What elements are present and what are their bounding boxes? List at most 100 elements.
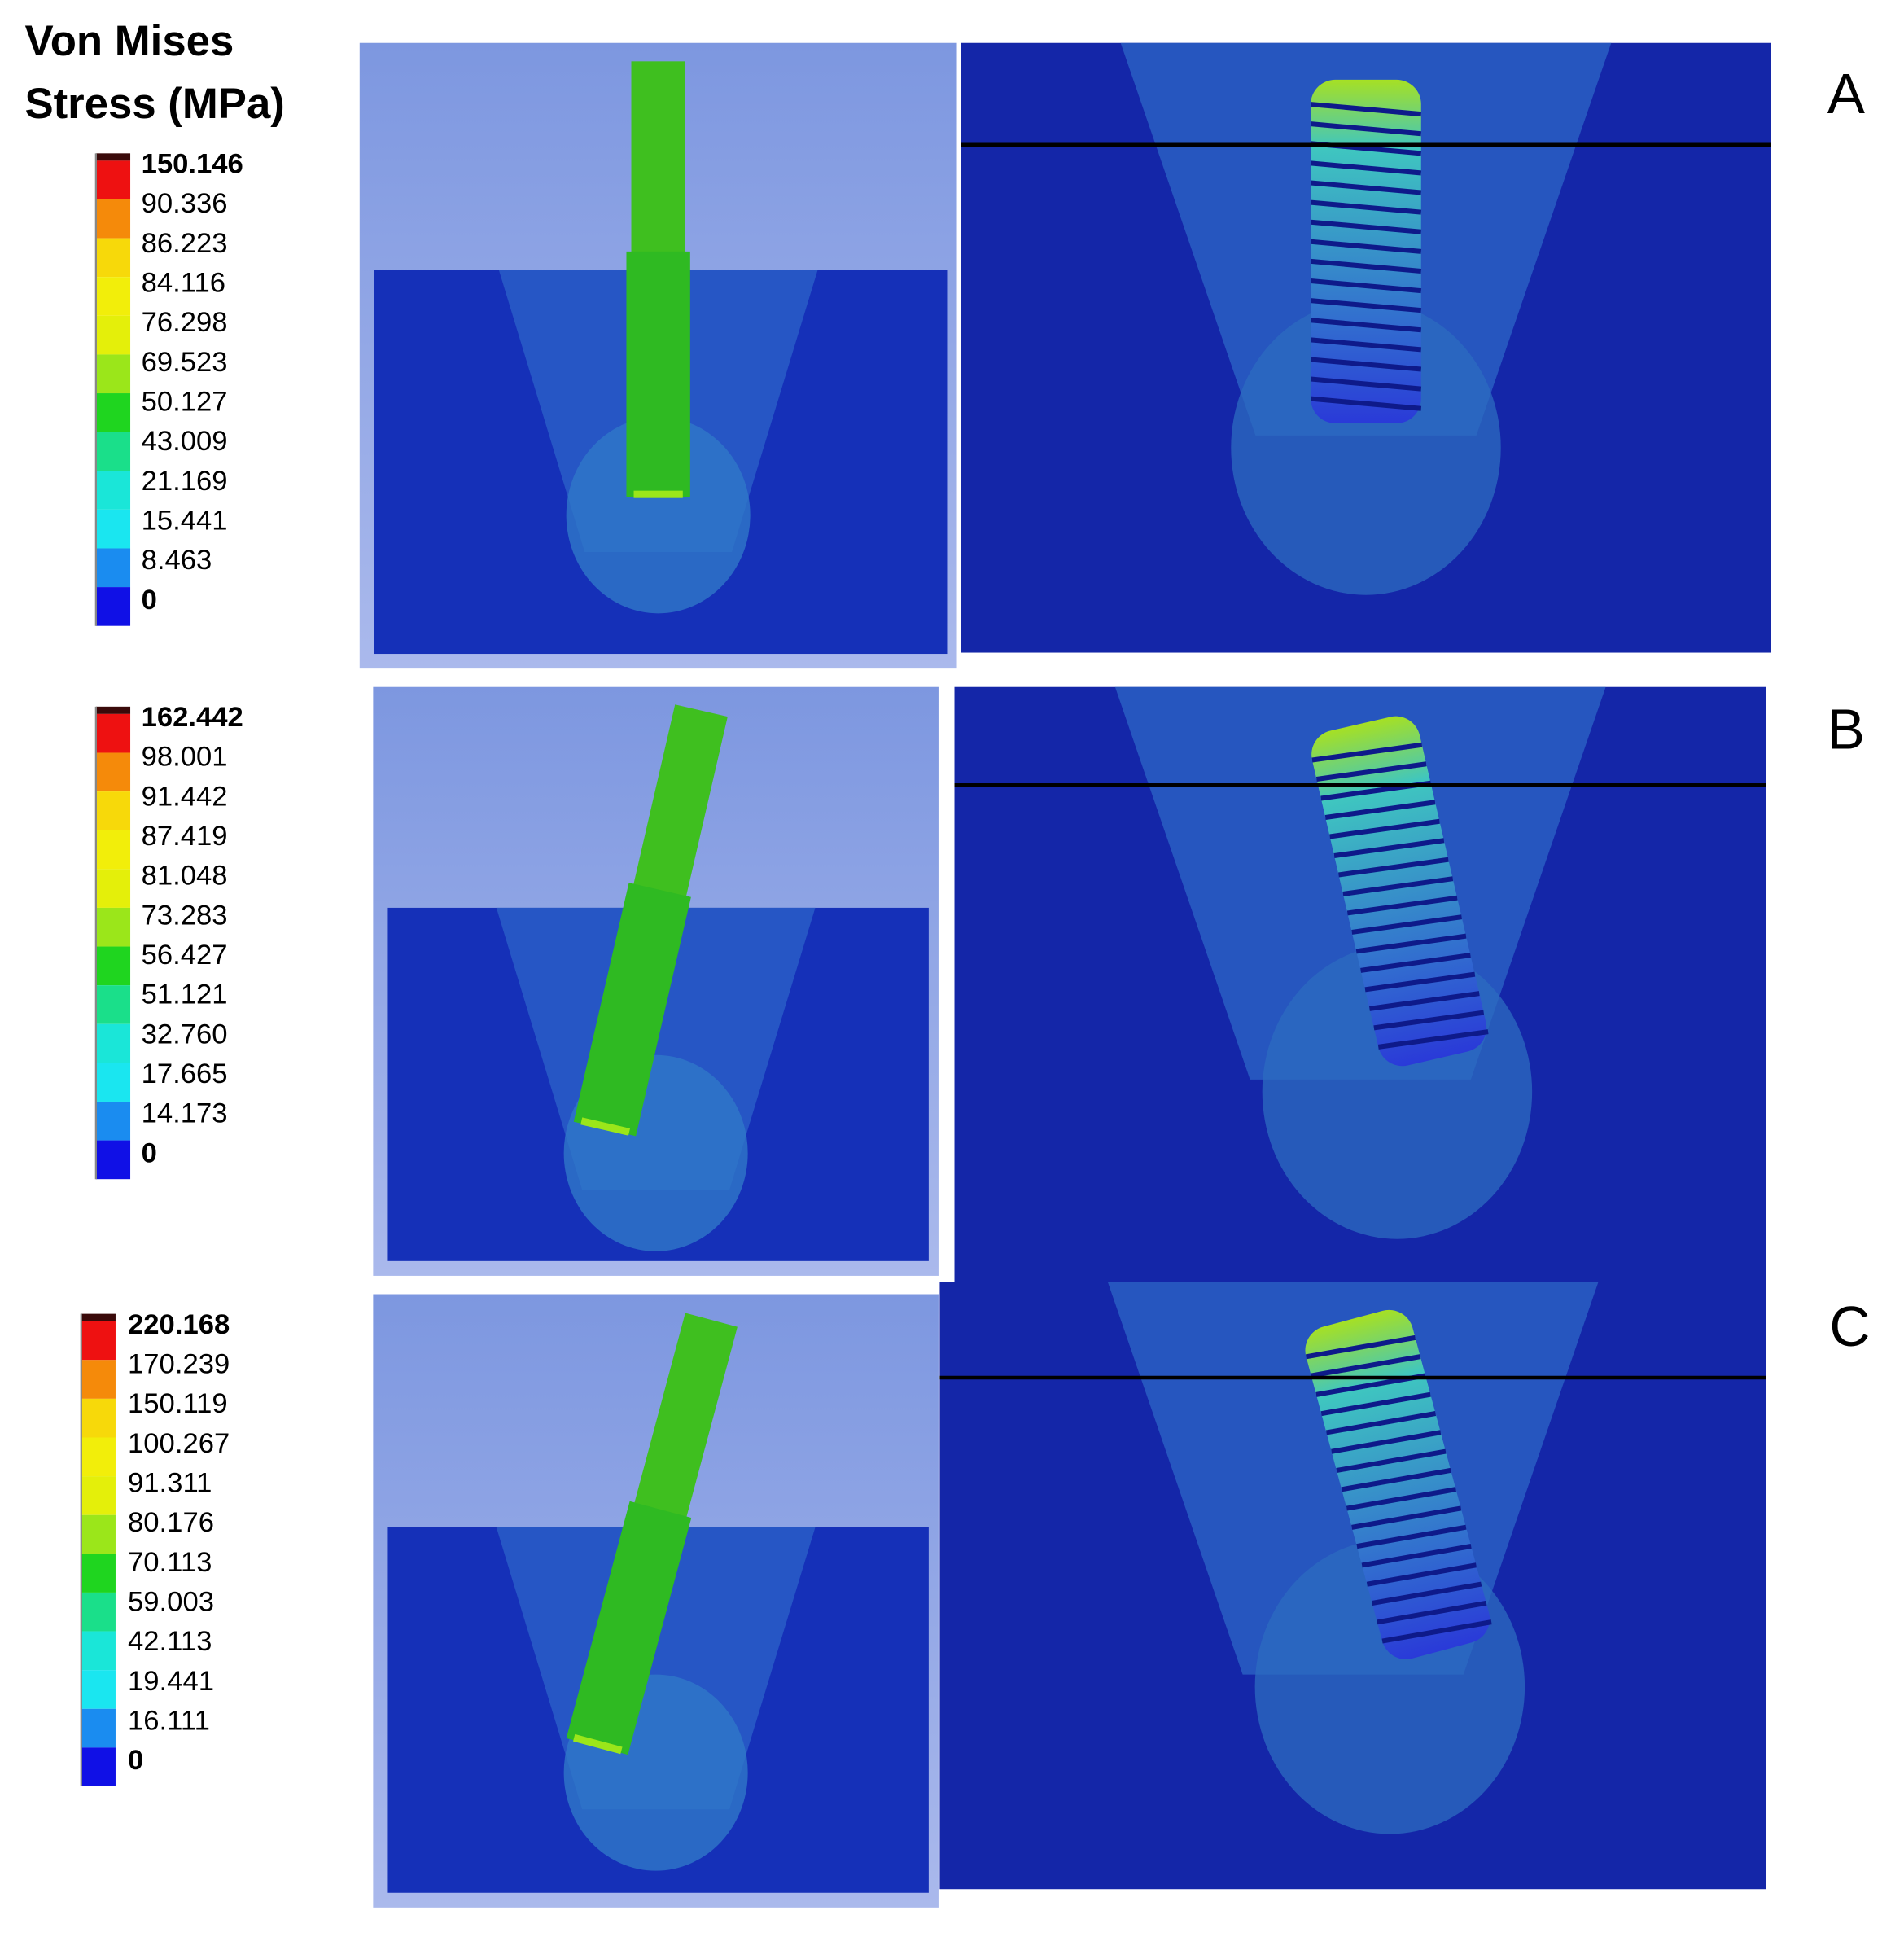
legend-swatch [95, 238, 131, 278]
legend-swatch [95, 830, 131, 870]
legend-swatch [95, 869, 131, 908]
screw-thread [1311, 742, 1423, 763]
screw-thread [1364, 971, 1476, 993]
legend-swatch [95, 393, 131, 432]
screw-thread [1329, 818, 1440, 839]
legend-label: 73.283 [142, 900, 228, 931]
implant-body [573, 883, 691, 1137]
legend-swatch [81, 1398, 116, 1438]
legend-swatch [95, 713, 131, 753]
legend-label: 91.311 [128, 1468, 212, 1499]
screw-thread [1310, 121, 1422, 137]
model-view [939, 1282, 1766, 1890]
screw [1305, 1309, 1492, 1659]
screw-thread [1310, 357, 1422, 372]
implant [573, 704, 728, 1137]
screw-thread [1381, 1619, 1492, 1644]
screw-thread [1310, 298, 1422, 313]
implant-body [626, 251, 690, 497]
section-view [373, 686, 939, 1276]
screw-thread [1333, 838, 1445, 858]
legend-swatch [95, 548, 131, 588]
screw-thread [1325, 1411, 1437, 1435]
legend-label: 16.111 [128, 1705, 210, 1736]
abutment [629, 1313, 738, 1535]
screw-thread [1324, 800, 1436, 820]
screw-thread [1377, 1600, 1487, 1625]
legend-swatch [95, 1101, 131, 1141]
screw-thread [1310, 160, 1422, 176]
legend-swatch [95, 509, 131, 549]
screw-thread [1310, 199, 1422, 215]
screw [1311, 716, 1489, 1067]
legend-swatch [95, 1063, 131, 1102]
screw-thread [1341, 1467, 1451, 1492]
legend-swatch [95, 277, 131, 316]
legend-swatch [81, 1708, 116, 1748]
legend-label: 100.267 [128, 1428, 230, 1459]
screw-thread [1342, 876, 1454, 896]
screw-thread [1320, 1391, 1431, 1417]
title-line: Stress (MPa) [24, 80, 284, 128]
legend-swatch [81, 1476, 116, 1515]
model-view [961, 42, 1771, 653]
legend-label: 84.116 [142, 268, 225, 299]
legend-label: 51.121 [142, 979, 228, 1010]
screw-thread [1351, 914, 1462, 935]
stress-zone [1231, 300, 1501, 595]
title-line: Von Mises [24, 17, 234, 65]
legend-label: 50.127 [142, 387, 228, 418]
screw-thread [1336, 1448, 1447, 1473]
screw-thread [1356, 1524, 1467, 1549]
legend-swatch [95, 587, 131, 626]
screw-thread [1310, 278, 1422, 294]
implant-body [566, 1501, 692, 1755]
implant-tip [573, 1733, 623, 1755]
screw-thread [1372, 1581, 1482, 1606]
legend-swatch [81, 1321, 116, 1361]
screw-thread [1305, 1334, 1416, 1360]
legend-label: 150.146 [142, 149, 243, 180]
legend-swatch [81, 1670, 116, 1709]
panel-label: A [1827, 62, 1866, 125]
legend-label: 98.001 [142, 742, 228, 773]
legend-label: 87.419 [142, 821, 228, 852]
screw-thread [1310, 396, 1422, 411]
legend-label: 42.113 [128, 1626, 212, 1657]
legend-cap [95, 706, 131, 714]
screw-thread [1310, 337, 1422, 353]
legend-label: 15.441 [142, 506, 228, 537]
implant [566, 1313, 738, 1755]
implant-tip [633, 490, 683, 498]
legend-label: 80.176 [128, 1507, 214, 1538]
screw-thread [1310, 239, 1422, 254]
legend-swatch [95, 791, 131, 830]
legend-swatch [95, 1023, 131, 1063]
screw-thread [1315, 761, 1427, 782]
screw-thread [1310, 219, 1422, 234]
legend-label: 162.442 [142, 702, 243, 733]
legend-label: 8.463 [142, 545, 212, 576]
legend-swatch [81, 1747, 116, 1786]
legend-swatch [95, 946, 131, 986]
panel-label: B [1827, 697, 1865, 760]
screw-thread [1366, 1562, 1477, 1587]
legend-label: 0 [142, 585, 157, 616]
legend-label: 76.298 [142, 307, 228, 338]
legend-swatch [95, 471, 131, 510]
legend-label: 86.223 [142, 228, 228, 259]
legend-label: 70.113 [128, 1547, 212, 1578]
legend-swatch [95, 907, 131, 947]
legend-swatch [81, 1592, 116, 1632]
screw-thread [1373, 1010, 1485, 1031]
implant-tip [580, 1117, 630, 1136]
screw-thread [1351, 1505, 1462, 1530]
legend-swatch [81, 1437, 116, 1477]
screw-thread [1310, 258, 1422, 274]
legend-label: 220.168 [128, 1309, 230, 1340]
screw-thread [1331, 1430, 1442, 1454]
abutment [629, 704, 728, 914]
legend-label: 81.048 [142, 861, 228, 892]
implant [626, 61, 690, 498]
